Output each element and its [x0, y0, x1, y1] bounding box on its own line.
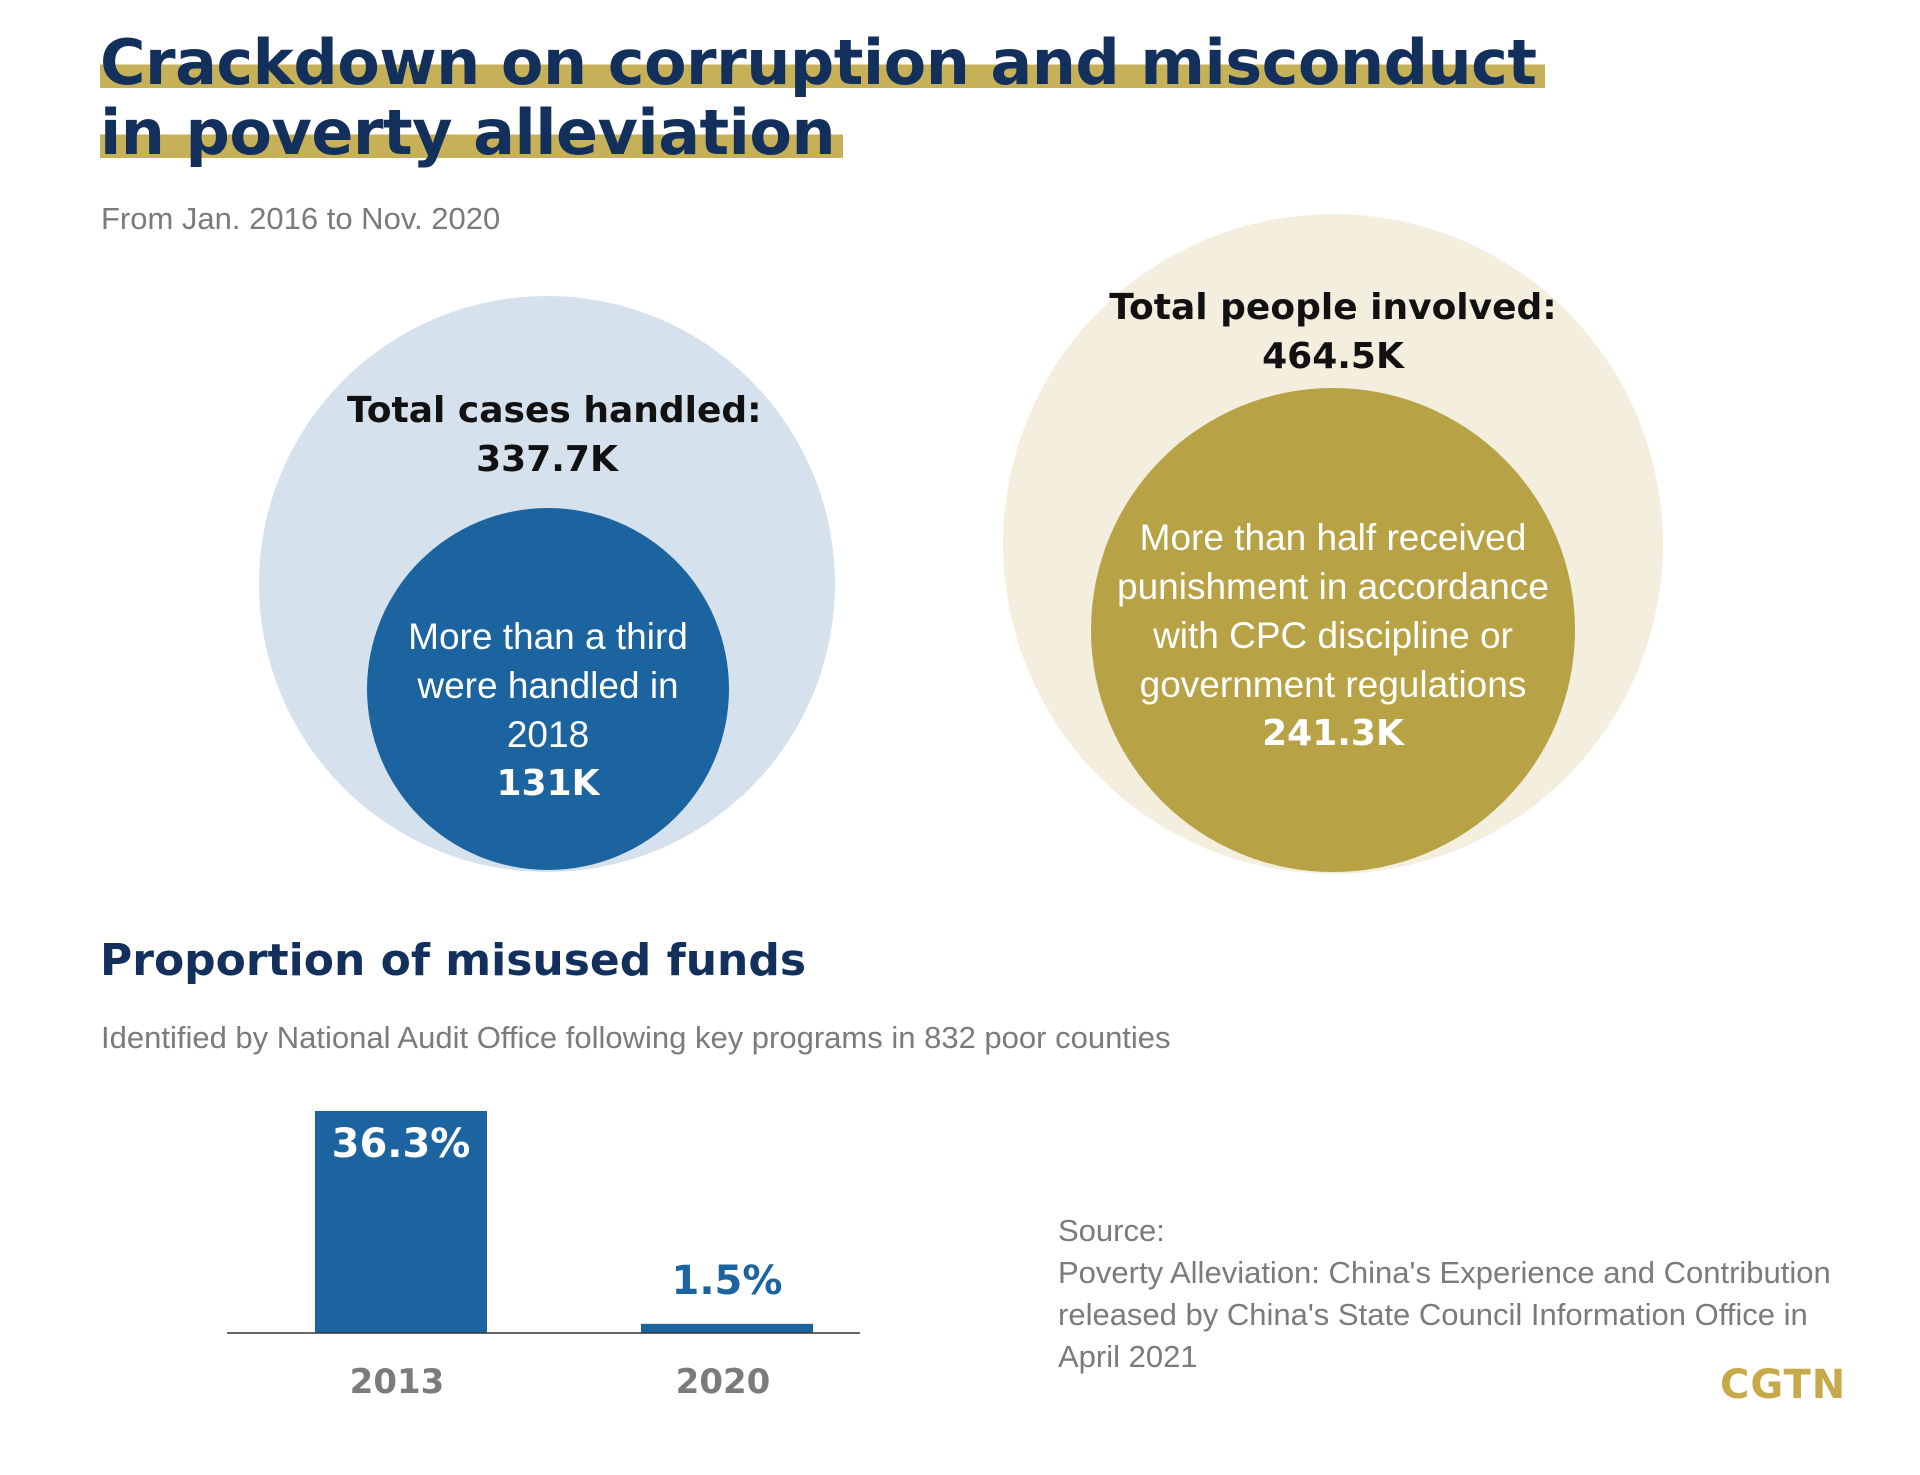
people-inner-line-1: More than half received [1139, 517, 1527, 558]
source-line-3: released by China's State Council Inform… [1058, 1297, 1808, 1332]
bar-2013 [315, 1111, 487, 1333]
cases-inner-line-3: 2018 [506, 714, 590, 755]
page-title-line-2: in poverty alleviation [100, 98, 844, 168]
funds-section-subtitle: Identified by National Audit Office foll… [101, 1020, 1171, 1055]
x-tick-label-2020: 2020 [676, 1362, 771, 1402]
source-note: Source: Poverty Alleviation: China's Exp… [1058, 1210, 1831, 1378]
funds-section-title: Proportion of misused funds [100, 935, 807, 986]
cases-label: Total cases handled: [347, 390, 762, 431]
cases-inner-line-1: More than a third [408, 616, 688, 657]
source-line-2: Poverty Alleviation: China's Experience … [1058, 1255, 1831, 1290]
people-inner-line-3: with CPC discipline or [1153, 615, 1513, 656]
source-line-1: Source: [1058, 1213, 1165, 1248]
cases-total-value: 337.7K [476, 439, 618, 480]
cases-inner-line-2: were handled in [417, 665, 679, 706]
page-title-line-1: Crackdown on corruption and misconduct [100, 28, 1545, 98]
bar-value-label-2020: 1.5% [672, 1258, 783, 1304]
page-subtitle: From Jan. 2016 to Nov. 2020 [101, 201, 501, 236]
people-total-value: 464.5K [1262, 336, 1404, 377]
bar-value-label-2013: 36.3% [332, 1121, 471, 1167]
people-inner-value: 241.3K [1262, 713, 1404, 754]
cases-2018-circle [367, 508, 729, 870]
people-punished-circle [1091, 388, 1575, 872]
people-inner-line-4: government regulations [1139, 664, 1527, 705]
bar-2020 [641, 1323, 813, 1333]
people-label: Total people involved: [1109, 287, 1557, 328]
cgtn-logo: CGTN [1720, 1362, 1847, 1408]
cases-inner-value: 131K [496, 763, 600, 804]
people-inner-line-2: punishment in accordance [1117, 566, 1549, 607]
source-line-4: April 2021 [1058, 1339, 1198, 1374]
x-tick-label-2013: 2013 [350, 1362, 445, 1402]
